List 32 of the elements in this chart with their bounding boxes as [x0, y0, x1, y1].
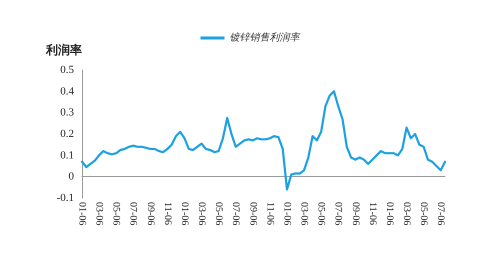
x-tick-label: 09-06 [247, 202, 258, 226]
y-tick-label: 0.2 [60, 128, 74, 140]
x-tick-label: 03-06 [196, 202, 208, 226]
x-tick-label: 11-06 [162, 202, 173, 225]
x-tick-label: 07-06 [128, 202, 139, 226]
x-tick-label: 01-06 [178, 202, 190, 226]
x-tick-label: 01-06 [384, 202, 395, 226]
x-tick-label: 03-06 [94, 202, 105, 226]
x-tick-label: 11-06 [264, 202, 276, 225]
y-axis-title: 利润率 [45, 43, 82, 57]
x-tick-label: 05-06 [213, 202, 224, 226]
x-tick-label: 07-06 [435, 202, 446, 226]
x-tick-label: 07-06 [230, 202, 242, 226]
line-series [80, 90, 446, 191]
y-tick-label: 0.3 [60, 106, 74, 119]
x-tick-label: 11-06 [366, 202, 378, 225]
x-tick-label: 01-06 [281, 202, 292, 226]
x-tick-label: 09-06 [144, 202, 156, 226]
x-tick-label: 05-06 [110, 202, 122, 226]
x-tick-label: 09-06 [350, 202, 361, 226]
x-tick-label: 01-06 [76, 202, 88, 226]
x-tick-label: 03-06 [298, 202, 310, 226]
x-tick-label: 05-06 [418, 202, 430, 226]
x-tick-label: 05-06 [316, 202, 327, 226]
x-tick-label: 03-06 [401, 202, 412, 226]
y-tick-label: 0.1 [60, 149, 74, 162]
y-tick-label: 0.4 [60, 85, 74, 98]
y-tick-label: 0.5 [60, 64, 74, 76]
y-tick-label: -0.1 [56, 192, 74, 204]
x-tick-label: 07-06 [332, 202, 344, 226]
legend-label: 镀锌销售利润率 [230, 32, 300, 44]
y-tick-label: 0 [68, 170, 74, 183]
